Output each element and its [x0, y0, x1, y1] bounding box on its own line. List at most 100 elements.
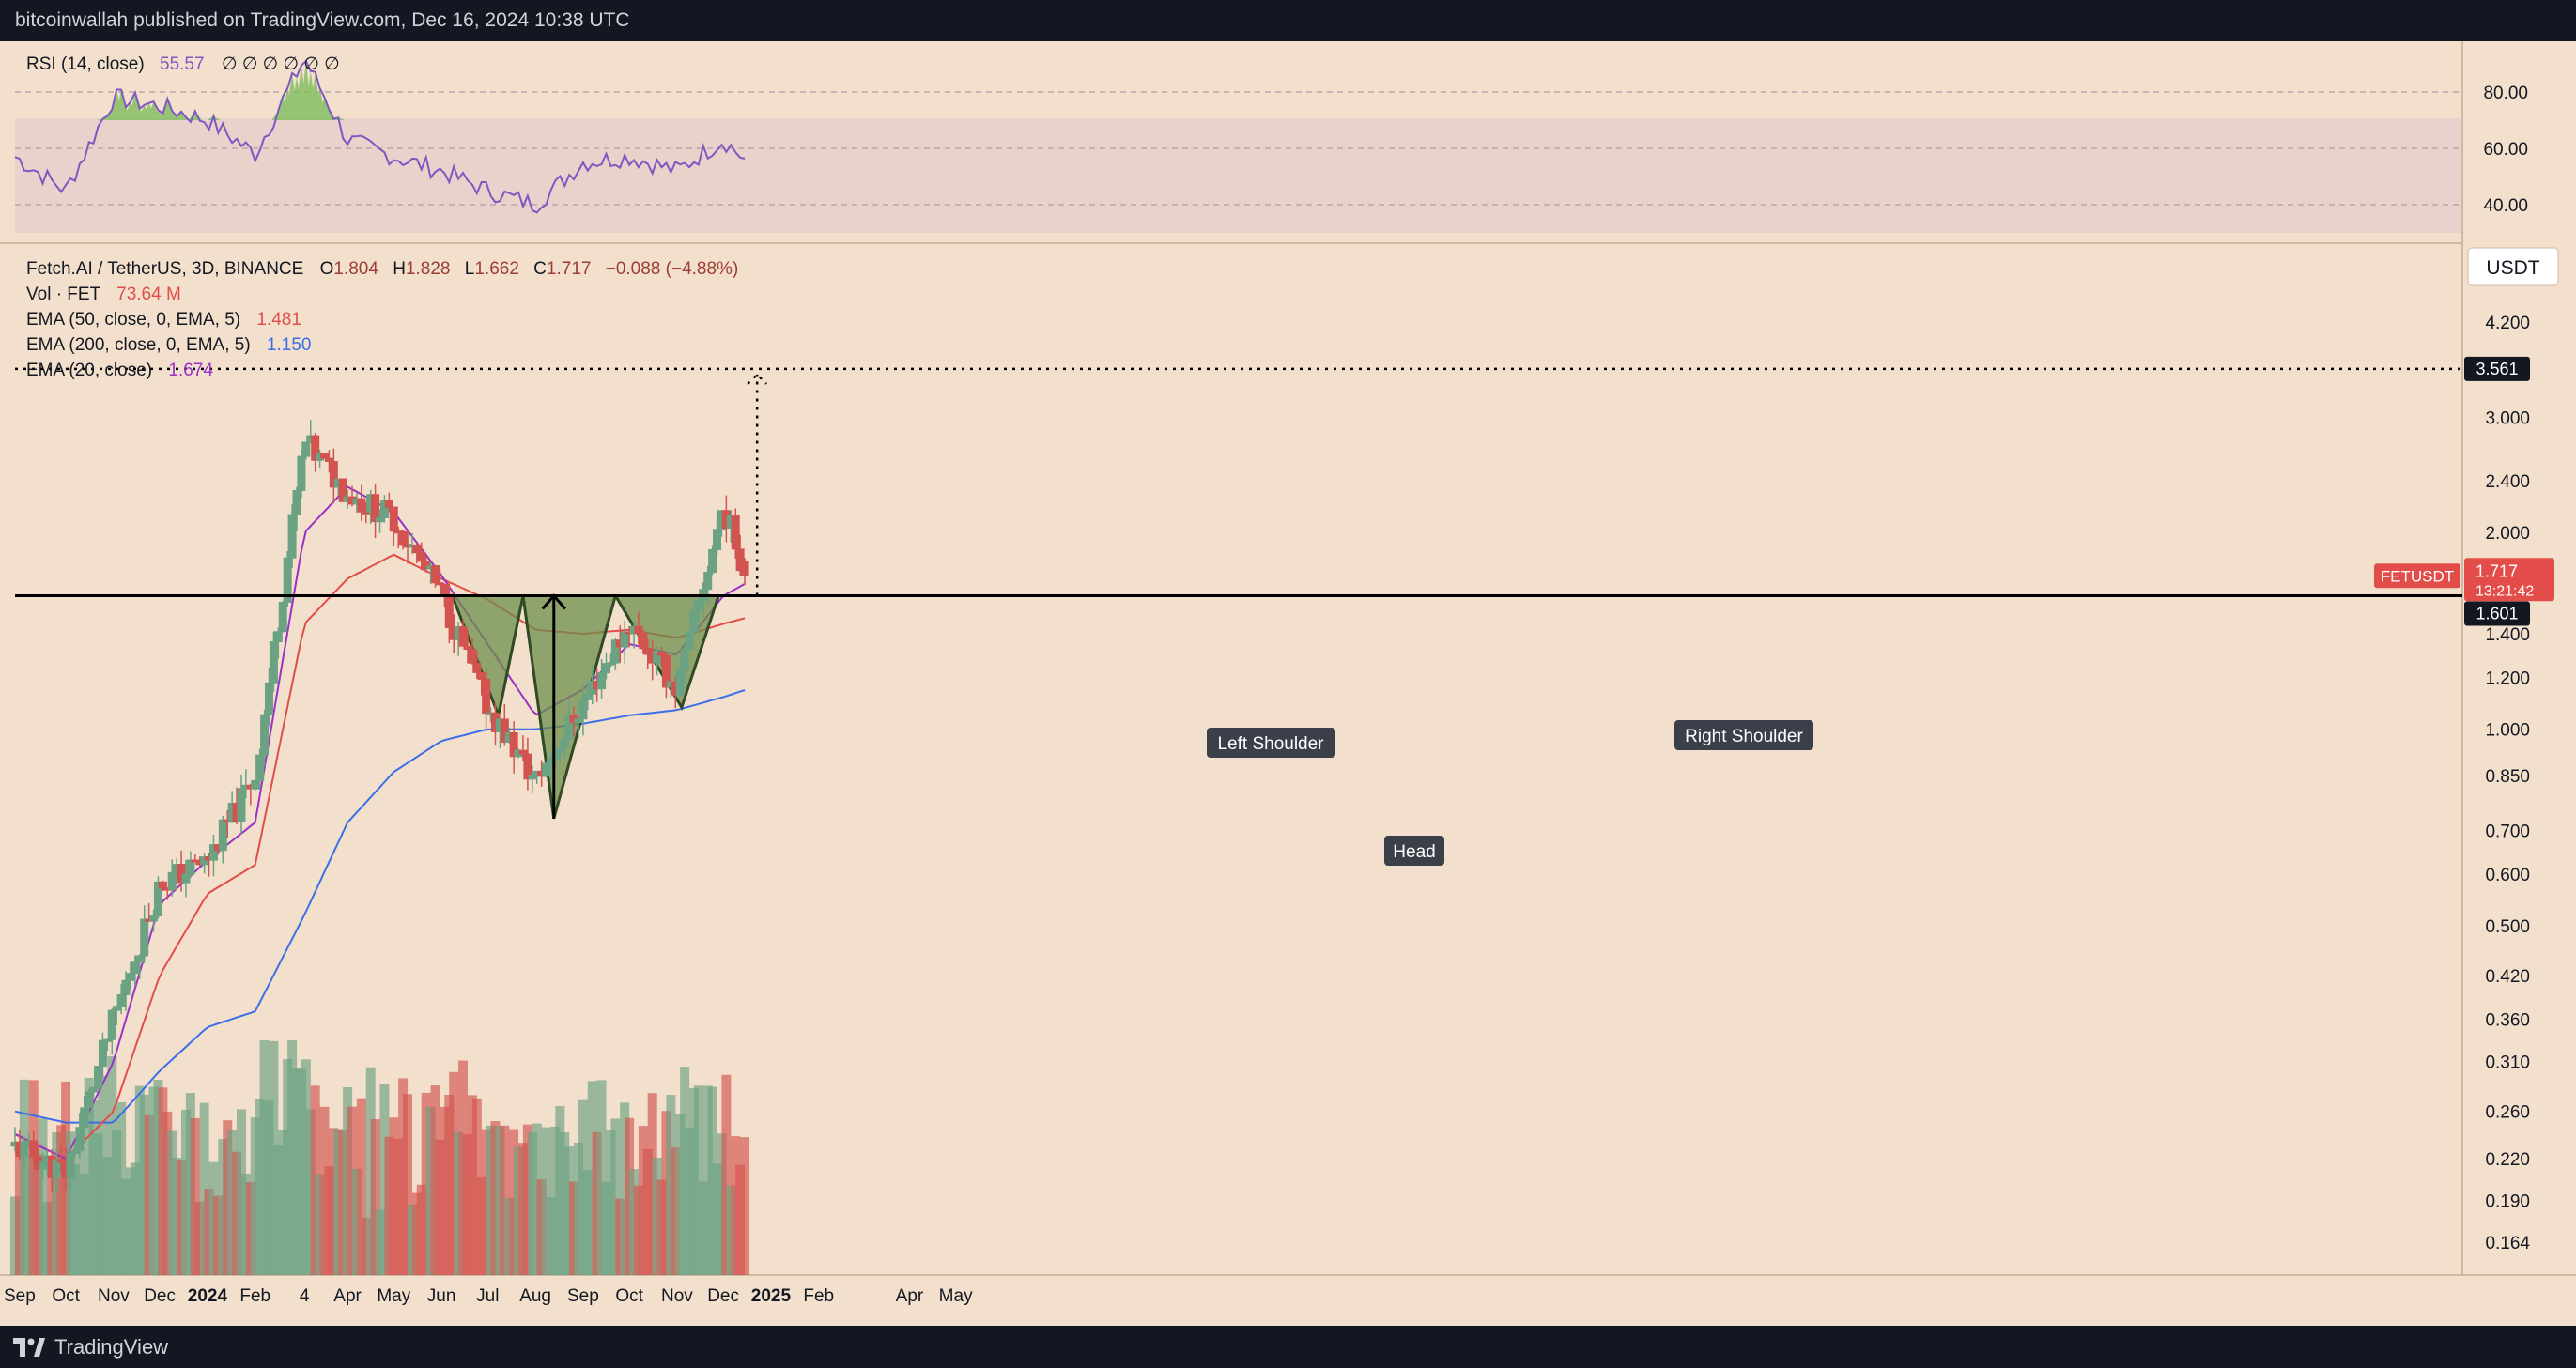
candle-body — [85, 1091, 94, 1109]
candle-body — [153, 881, 162, 917]
countdown-text: 13:21:42 — [2476, 583, 2534, 599]
legend-c-key: C — [533, 259, 547, 279]
rsi-levels — [15, 91, 2462, 206]
rsi-label: RSI (14, close) — [26, 54, 145, 74]
candle-body — [463, 645, 472, 651]
candle-body — [713, 529, 722, 550]
candle-body — [357, 498, 366, 513]
candle-body — [694, 600, 703, 611]
price-tick-label: 3.000 — [2485, 409, 2530, 429]
time-tick-label: Oct — [615, 1286, 643, 1306]
candle-body — [200, 856, 209, 866]
price-tick-label: 0.260 — [2485, 1103, 2530, 1123]
legend-volume-row: Vol · FET 73.64 M — [26, 284, 181, 304]
candle-body — [135, 955, 145, 963]
footer-bar: TradingView — [0, 1326, 2576, 1368]
footer-brand: TradingView — [54, 1334, 169, 1359]
candle-body — [158, 881, 167, 889]
time-tick-label: Sep — [567, 1286, 599, 1306]
time-tick-label: May — [939, 1286, 973, 1306]
legend-ema200-row: EMA (200, close, 0, EMA, 5) 1.150 — [26, 335, 311, 355]
time-tick-label: 2025 — [751, 1286, 792, 1306]
candle-body — [472, 662, 482, 673]
legend-symbol: Fetch.AI / TetherUS, 3D, BINANCE — [26, 259, 303, 279]
candle-body — [542, 762, 551, 777]
legend-vol-label: Vol · FET — [26, 284, 101, 304]
candle-body — [237, 788, 246, 822]
current-symbol-text: FETUSDT — [2381, 567, 2454, 585]
candle-body — [311, 435, 320, 461]
currency-label[interactable]: USDT — [2486, 257, 2539, 279]
candle-body — [518, 749, 528, 755]
time-tick-label: Nov — [98, 1286, 130, 1306]
legend-c-value: 1.717 — [547, 259, 592, 279]
price-tick-label: 0.420 — [2485, 967, 2530, 987]
time-tick-label: Aug — [519, 1286, 551, 1306]
legend-ema200-value: 1.150 — [267, 335, 312, 355]
rsi-axis: 80.00 60.00 40.00 — [2483, 84, 2528, 216]
candle-body — [121, 979, 131, 995]
rsi-tick-label: 40.00 — [2483, 196, 2528, 216]
time-tick-label: Jul — [476, 1286, 499, 1306]
ema200-line — [14, 689, 746, 1124]
currency-box[interactable] — [2467, 247, 2559, 286]
rsi-extra: ∅ ∅ ∅ ∅ ∅ ∅ — [222, 54, 340, 74]
candle-body — [116, 993, 126, 1007]
legend: Fetch.AI / TetherUS, 3D, BINANCE O1.804 … — [26, 259, 738, 380]
time-tick-label: Jun — [427, 1286, 456, 1306]
legend-ema200-label: EMA (200, close, 0, EMA, 5) — [26, 335, 251, 355]
candle-body — [264, 682, 273, 715]
time-tick-label: Oct — [52, 1286, 80, 1306]
candle-body — [75, 1127, 85, 1152]
candle-body — [70, 1150, 80, 1154]
candle-body — [39, 1161, 48, 1170]
candle-body — [685, 631, 694, 651]
price-tick-label: 1.000 — [2485, 721, 2530, 741]
price-tick-label: 1.200 — [2485, 669, 2530, 689]
time-tick-label: Apr — [333, 1286, 362, 1306]
candle-body — [500, 718, 509, 744]
legend-ema50-label: EMA (50, close, 0, EMA, 5) — [26, 310, 240, 330]
candle-body — [735, 548, 745, 572]
legend-h-key: H — [393, 259, 406, 279]
legend-ema50-value: 1.481 — [256, 310, 301, 330]
head-label: Head — [1393, 842, 1435, 862]
legend-ema20-label: EMA (20, close) — [26, 361, 152, 380]
candle-body — [208, 844, 218, 861]
candle-body — [177, 864, 186, 884]
candle-body — [560, 737, 569, 750]
candle-body — [126, 973, 135, 981]
candle-body — [329, 461, 338, 488]
volume-bar — [610, 1118, 621, 1275]
volume-bar — [403, 1094, 413, 1275]
candle-body — [422, 561, 431, 570]
time-tick-label: Feb — [803, 1286, 834, 1306]
legend-ema20-row: EMA (20, close) 1.674 — [26, 361, 213, 380]
candle-body — [653, 652, 662, 664]
legend-change: −0.088 (−4.88%) — [606, 259, 739, 279]
price-tick-label: 2.400 — [2485, 472, 2530, 492]
currency-button[interactable]: USDT — [2467, 247, 2559, 286]
candle-body — [338, 478, 347, 502]
time-tick-label: Dec — [707, 1286, 739, 1306]
candle-body — [301, 441, 311, 457]
candle-body — [181, 873, 191, 884]
candle-body — [643, 648, 653, 655]
candle-body — [278, 601, 287, 633]
candle-body — [283, 557, 292, 603]
candle-body — [186, 859, 195, 875]
candle-body — [398, 530, 408, 546]
candle-body — [680, 649, 689, 671]
neckline-price-label: 1.601 — [2464, 601, 2530, 626]
price-tick-label: 0.700 — [2485, 822, 2530, 841]
candle-body — [149, 915, 159, 922]
price-tick-label: 0.600 — [2485, 866, 2530, 885]
candle-body — [550, 752, 560, 760]
candle-body — [379, 500, 389, 518]
time-axis: Sep Oct Nov Dec 2024 Feb 4 Apr May Jun Jul Aug Sep Oc… — [4, 1286, 973, 1306]
price-chart[interactable]: 80.00 60.00 40.00 RSI (14, close) 55.57 ∅ … — [0, 41, 2576, 1326]
candle-body — [371, 494, 380, 523]
candle-body — [320, 453, 330, 459]
price-tick-label: 0.190 — [2485, 1192, 2530, 1212]
legend-ema20-value: 1.674 — [168, 361, 213, 380]
